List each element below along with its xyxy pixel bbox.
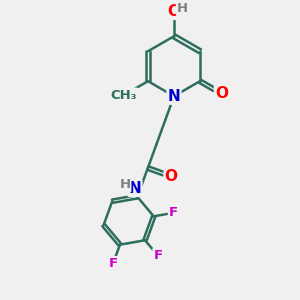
Text: N: N: [129, 181, 141, 196]
Text: CH₃: CH₃: [111, 88, 137, 102]
Text: H: H: [177, 2, 188, 15]
Text: F: F: [169, 206, 178, 219]
Text: O: O: [215, 86, 228, 101]
Text: O: O: [165, 169, 178, 184]
Text: F: F: [153, 249, 163, 262]
Text: N: N: [168, 89, 180, 104]
Text: F: F: [109, 257, 118, 270]
Text: O: O: [167, 4, 181, 19]
Text: H: H: [119, 178, 130, 191]
